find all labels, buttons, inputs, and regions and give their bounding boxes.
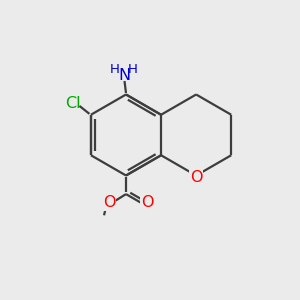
Text: H: H: [128, 62, 138, 76]
Text: O: O: [190, 169, 203, 184]
Text: N: N: [118, 68, 130, 83]
Text: H: H: [110, 62, 119, 76]
Text: O: O: [103, 195, 116, 210]
Text: O: O: [141, 195, 154, 210]
Text: Cl: Cl: [65, 96, 80, 111]
